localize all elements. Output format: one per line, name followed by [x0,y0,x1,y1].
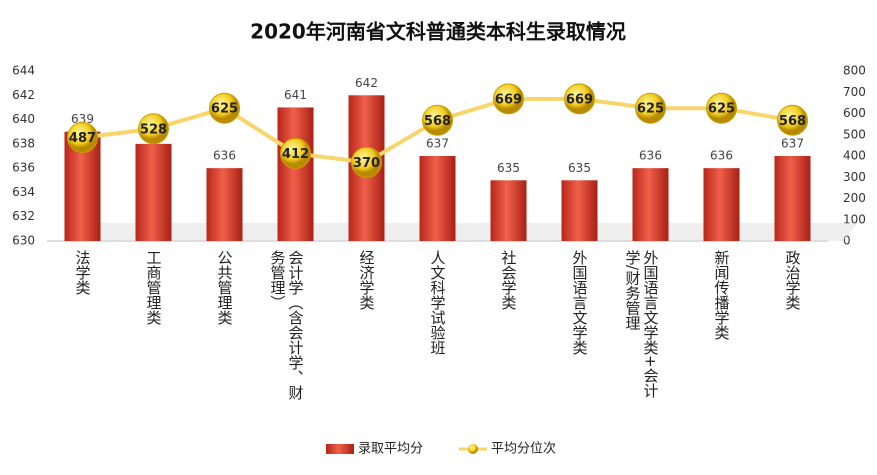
legend-label: 录取平均分 [358,442,423,457]
line-marker [706,92,737,124]
line-value-label: 625 [708,102,735,117]
y-tick-label: 630 [12,234,35,248]
line-value-label: 625 [637,102,664,117]
y2-tick-label: 600 [843,106,866,120]
bar-value-label: 635 [568,161,591,175]
line-marker [67,122,98,154]
bar-value-label: 636 [213,149,236,163]
x-tick-label: 新闻传播学类 [712,250,731,340]
bar-value-label: 637 [426,137,449,151]
x-tick-label: 外国语言文学类 [570,250,589,355]
legend-swatch [326,444,354,454]
y-tick-label: 640 [12,112,35,126]
y2-tick-label: 700 [843,85,866,99]
line-marker [493,83,524,115]
chart-title: 2020年河南省文科普通类本科生录取情况 [250,20,626,44]
bar [632,168,669,241]
bar-value-label: 636 [639,149,662,163]
bar [703,168,740,241]
x-tick-label: 政治学类 [783,250,802,310]
line-value-label: 487 [69,131,96,146]
y-tick-label: 638 [12,136,35,150]
line-marker [351,146,382,178]
bar-value-label: 642 [355,76,378,90]
line-value-label: 568 [779,114,806,129]
bar [419,156,456,241]
bar-value-label: 637 [781,137,804,151]
line-value-label: 669 [566,92,593,107]
bar [277,107,314,241]
line-marker [138,113,169,145]
x-tick-label: 外国语言文学类+会计学/财务管理 [623,250,660,398]
y-tick-label: 634 [12,185,35,199]
line-value-label: 568 [424,114,451,129]
x-tick-label: 工商管理类 [144,250,163,325]
bar-value-label: 641 [284,88,307,102]
y-tick-label: 636 [12,161,35,175]
bar [135,143,172,241]
y2-tick-label: 300 [843,170,866,184]
y2-tick-label: 400 [843,149,866,163]
x-tick-label: 人文科学试验班 [428,250,447,355]
line-value-label: 669 [495,92,522,107]
line-value-label: 625 [211,102,238,117]
bar [490,180,527,241]
line-marker [635,92,666,124]
line-value-label: 370 [353,156,380,171]
line-value-label: 528 [140,122,167,137]
line-marker [422,104,453,136]
bar-value-label: 639 [71,112,94,126]
x-tick-label: 法学类 [73,250,92,295]
bar [206,168,243,241]
x-tick-label: 公共管理类 [215,250,234,325]
y2-tick-label: 100 [843,212,866,226]
y-tick-label: 644 [12,64,35,78]
legend-label: 平均分位次 [491,441,556,457]
legend-swatch [468,444,478,454]
y-tick-label: 632 [12,209,35,223]
y-tick-label: 642 [12,88,35,102]
y2-tick-label: 200 [843,191,866,205]
line-marker [777,104,808,136]
bar [774,156,811,241]
line-marker [564,83,595,115]
bar-value-label: 635 [497,161,520,175]
y2-tick-label: 500 [843,127,866,141]
x-tick-label: 经济学类 [357,250,376,310]
bar [561,180,598,241]
x-tick-label: 会计学（含会计学、财务管理） [268,250,305,400]
y2-tick-label: 800 [843,64,866,78]
line-marker [209,92,240,124]
line-value-label: 412 [282,147,309,162]
x-tick-label: 社会学类 [499,250,518,310]
bar-value-label: 636 [710,149,733,163]
line-marker [280,137,311,169]
y2-tick-label: 0 [843,234,851,248]
